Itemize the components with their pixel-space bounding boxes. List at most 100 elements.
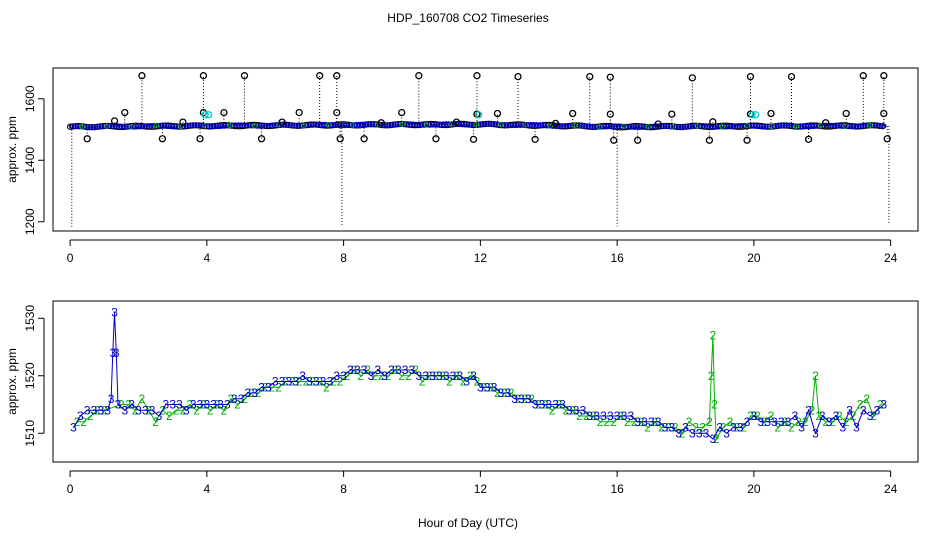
bottom-series-3-marker: 3 <box>429 369 436 383</box>
bottom-series-3-marker: 3 <box>204 398 211 412</box>
top-overlay-point <box>487 121 493 127</box>
bottom-series-2-marker: 2 <box>234 398 241 412</box>
bottom-series-2-marker: 2 <box>152 415 159 429</box>
bottom-series-2-marker: 2 <box>754 409 761 423</box>
top-overlay-cyan-point <box>201 111 209 119</box>
top-overlay-point <box>640 124 646 130</box>
top-overlay-point <box>394 121 400 128</box>
bottom-series-2-marker: 2 <box>836 409 843 423</box>
top-overlay-point <box>692 123 698 129</box>
bottom-series-2-marker: 2 <box>364 363 371 377</box>
top-spike-small-point <box>551 119 560 128</box>
top-overlay-point <box>511 122 518 129</box>
top-overlay-point <box>632 124 638 130</box>
top-overlay-point <box>366 121 373 128</box>
bottom-series-3-marker: 3 <box>580 403 587 417</box>
top-spike-low-point <box>432 135 440 143</box>
top-overlay-point <box>71 123 77 129</box>
bottom-series-3-marker: 3 <box>627 409 634 423</box>
figure-title: HDP_160708 CO2 Timeseries <box>387 11 548 25</box>
top-spike-small-point <box>278 118 286 126</box>
top-overlay-point <box>298 123 304 129</box>
bottom-series-3-marker: 3 <box>477 380 484 394</box>
bottom-x-tick-label: 24 <box>884 482 898 496</box>
bottom-series-3-marker: 3 <box>104 403 111 417</box>
top-overlay-point <box>208 123 214 129</box>
top-spike-mid-point <box>493 109 502 118</box>
top-spike-high-point <box>316 72 324 80</box>
bottom-series-2-marker: 2 <box>344 369 351 383</box>
top-overlay-point <box>249 123 255 129</box>
top-overlay-point <box>533 122 540 128</box>
top-spike-high-point <box>688 74 696 82</box>
top-overlay-point <box>539 122 545 128</box>
top-spike-small-point <box>377 119 385 127</box>
bottom-series-3-marker: 3 <box>867 409 874 423</box>
bottom-series-3-marker: 3 <box>238 392 245 406</box>
bottom-plot-frame <box>52 300 919 463</box>
top-spike-high-point <box>606 73 614 81</box>
bottom-series-3-marker: 3 <box>190 398 197 412</box>
bottom-series-3-marker: 3 <box>77 409 84 423</box>
top-spike-low-point <box>705 136 714 144</box>
top-overlay-point <box>807 123 813 130</box>
top-overlay-point <box>684 124 690 130</box>
top-overlay-point <box>161 123 168 129</box>
top-spike-low-point <box>883 135 891 143</box>
top-overlay-point <box>541 122 548 129</box>
top-overlay-point <box>582 123 589 129</box>
top-y-tick-label: 1200 <box>23 208 37 235</box>
top-overlay-point <box>804 123 810 130</box>
top-x-tick-label: 16 <box>610 251 624 265</box>
top-spike-mid-point <box>398 108 406 117</box>
bottom-series-3-marker: 3 <box>265 380 272 394</box>
bottom-series-3-marker: 3 <box>600 409 607 423</box>
top-overlay-point <box>700 123 706 129</box>
top-overlay-point <box>665 123 671 129</box>
bottom-series-3-marker: 3 <box>415 369 422 383</box>
top-overlay-point <box>139 123 146 130</box>
top-x-tick-label: 20 <box>747 251 761 265</box>
top-spike-low-point <box>633 136 642 144</box>
bottom-series-3-marker: 3 <box>142 403 149 417</box>
top-overlay-point <box>621 123 627 130</box>
bottom-series-2-marker: 2 <box>337 375 344 389</box>
bottom-series-3-marker: 3 <box>586 409 593 423</box>
top-overlay-point <box>686 123 693 130</box>
top-overlay-point <box>216 123 222 130</box>
bottom-series-3-marker: 3 <box>109 346 116 360</box>
top-overlay-point <box>117 123 124 129</box>
top-overlay-point <box>736 123 742 129</box>
top-overlay-point <box>727 123 734 130</box>
top-overlay-point <box>309 122 315 128</box>
top-overlay-point <box>306 122 313 129</box>
bottom-series-2-marker: 2 <box>679 426 686 440</box>
top-overlay-point <box>175 123 181 130</box>
top-overlay-point <box>563 122 570 129</box>
top-overlay-point <box>254 123 261 129</box>
top-spike-low-point <box>804 135 813 144</box>
top-overlay-point <box>221 123 228 129</box>
top-overlay-point <box>481 121 488 127</box>
top-overlay-point <box>443 121 449 127</box>
bottom-series-3-marker: 3 <box>860 403 867 417</box>
top-spike-high-point <box>514 72 522 81</box>
bottom-series-2-marker: 2 <box>378 369 385 383</box>
top-overlay-point <box>246 122 252 129</box>
bottom-series-3-marker: 3 <box>156 409 163 423</box>
bottom-series-3-marker: 3 <box>689 426 696 440</box>
top-overlay-point <box>156 122 162 129</box>
top-overlay-point <box>812 123 819 129</box>
bottom-series-2-marker: 2 <box>686 415 693 429</box>
top-spike-high-point <box>787 72 796 81</box>
top-overlay-point <box>372 122 378 128</box>
top-spike-mid-point <box>842 109 850 118</box>
bottom-series-2-marker: 2 <box>610 415 617 429</box>
top-overlay-point <box>260 123 266 129</box>
top-overlay-point <box>730 123 737 129</box>
bottom-series-2-marker: 2 <box>330 375 337 389</box>
bottom-series-3-marker: 3 <box>292 375 299 389</box>
bottom-series-2-marker: 2 <box>658 421 665 435</box>
top-overlay-point <box>87 124 94 130</box>
